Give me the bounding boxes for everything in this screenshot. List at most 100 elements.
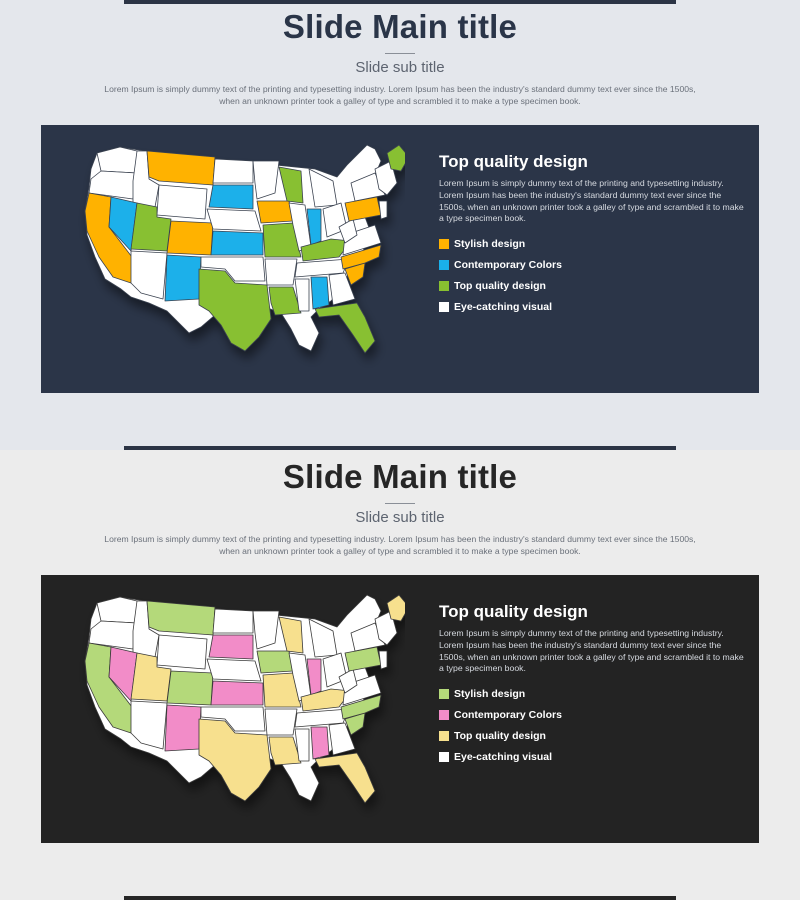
state-in bbox=[306, 208, 322, 246]
intro-text: Lorem Ipsum is simply dummy text of the … bbox=[60, 84, 740, 107]
legend-swatch bbox=[439, 238, 449, 249]
state-ks bbox=[210, 680, 264, 706]
legend-label: Contemporary Colors bbox=[454, 258, 562, 271]
state-ar bbox=[264, 708, 298, 736]
slide-main-title: Slide Main title bbox=[282, 8, 518, 45]
state-ia bbox=[256, 650, 294, 674]
state-ok bbox=[200, 706, 266, 732]
state-ut bbox=[130, 652, 172, 702]
state-nc bbox=[340, 244, 382, 270]
legend-item-eye-catching-visual: Eye-catching visual bbox=[439, 296, 562, 317]
state-wv bbox=[338, 668, 358, 694]
state-wy bbox=[156, 634, 208, 670]
legend-item-eye-catching-visual: Eye-catching visual bbox=[439, 746, 562, 767]
state-nd bbox=[212, 158, 254, 184]
legend-label: Eye-catching visual bbox=[454, 750, 553, 763]
legend-label: Top quality design bbox=[454, 279, 546, 292]
legend-swatch bbox=[439, 259, 449, 270]
state-ga bbox=[328, 722, 356, 756]
slide-main-title: Slide Main title bbox=[282, 458, 518, 495]
legend-item-top-quality-design: Top quality design bbox=[439, 725, 562, 746]
state-wv bbox=[338, 218, 358, 244]
state-ut bbox=[130, 202, 172, 252]
state-me bbox=[386, 594, 405, 622]
state-ga bbox=[328, 272, 356, 306]
state-ny bbox=[350, 172, 386, 202]
intro-line-2: when an unknown printer took a galley of… bbox=[219, 545, 581, 556]
panel-description: Lorem Ipsum is simply dummy text of the … bbox=[439, 628, 744, 674]
state-nd bbox=[212, 608, 254, 634]
state-or bbox=[88, 620, 138, 650]
slide-2: Slide Main title Slide sub title Lorem I… bbox=[0, 450, 800, 900]
legend-label: Stylish design bbox=[454, 687, 526, 700]
legend-swatch bbox=[439, 709, 449, 720]
state-mo bbox=[262, 222, 302, 258]
state-nm bbox=[164, 704, 202, 752]
state-ms bbox=[294, 278, 310, 312]
state-al bbox=[310, 726, 330, 760]
state-ok bbox=[200, 256, 266, 282]
legend-item-contemporary-colors: Contemporary Colors bbox=[439, 704, 562, 725]
legend-item-stylish-design: Stylish design bbox=[439, 683, 562, 704]
legend-swatch bbox=[439, 688, 449, 699]
state-me bbox=[386, 144, 405, 172]
legend-item-contemporary-colors: Contemporary Colors bbox=[439, 254, 562, 275]
state-mn bbox=[252, 160, 280, 200]
state-la bbox=[268, 736, 302, 766]
legend: Stylish design Contemporary Colors Top q… bbox=[439, 233, 562, 317]
top-bar bbox=[124, 0, 676, 4]
state-ne bbox=[206, 208, 262, 232]
legend-label: Stylish design bbox=[454, 237, 526, 250]
legend-label: Eye-catching visual bbox=[454, 300, 553, 313]
intro-text: Lorem Ipsum is simply dummy text of the … bbox=[60, 534, 740, 557]
state-mt bbox=[146, 150, 216, 186]
slide-sub-title: Slide sub title bbox=[355, 59, 445, 76]
state-tx bbox=[198, 718, 272, 802]
state-al bbox=[310, 276, 330, 310]
legend-swatch bbox=[439, 730, 449, 741]
content-panel: Top quality design Lorem Ipsum is simply… bbox=[41, 575, 759, 843]
state-wa bbox=[96, 596, 138, 624]
state-tx bbox=[198, 268, 272, 352]
intro-line-2: when an unknown printer took a galley of… bbox=[219, 95, 581, 106]
state-or bbox=[88, 170, 138, 200]
state-nj bbox=[378, 650, 388, 670]
legend-item-top-quality-design: Top quality design bbox=[439, 275, 562, 296]
panel-description: Lorem Ipsum is simply dummy text of the … bbox=[439, 178, 744, 224]
state-wi bbox=[278, 166, 304, 204]
slide-sub-title: Slide sub title bbox=[355, 509, 445, 526]
state-la bbox=[268, 286, 302, 316]
state-mo bbox=[262, 672, 302, 708]
legend-swatch bbox=[439, 301, 449, 312]
state-nc bbox=[340, 694, 382, 720]
us-map bbox=[84, 594, 405, 804]
state-mn bbox=[252, 610, 280, 650]
state-wi bbox=[278, 616, 304, 654]
legend-item-stylish-design: Stylish design bbox=[439, 233, 562, 254]
state-wa bbox=[96, 146, 138, 174]
state-fl bbox=[314, 302, 376, 354]
state-fl bbox=[314, 752, 376, 804]
state-wy bbox=[156, 184, 208, 220]
state-mt bbox=[146, 600, 216, 636]
legend-swatch bbox=[439, 751, 449, 762]
state-nj bbox=[378, 200, 388, 220]
legend-label: Contemporary Colors bbox=[454, 708, 562, 721]
state-co bbox=[166, 220, 214, 256]
panel-heading: Top quality design bbox=[439, 152, 588, 171]
bottom-bar bbox=[124, 896, 676, 900]
legend: Stylish design Contemporary Colors Top q… bbox=[439, 683, 562, 767]
state-ar bbox=[264, 258, 298, 286]
content-panel: Top quality design Lorem Ipsum is simply… bbox=[41, 125, 759, 393]
us-map bbox=[84, 144, 405, 354]
bottom-bar bbox=[124, 446, 676, 450]
state-co bbox=[166, 670, 214, 706]
title-divider bbox=[385, 53, 415, 54]
state-ny bbox=[350, 622, 386, 652]
state-sd bbox=[208, 634, 254, 660]
legend-swatch bbox=[439, 280, 449, 291]
title-divider bbox=[385, 503, 415, 504]
state-az bbox=[130, 700, 168, 750]
state-nm bbox=[164, 254, 202, 302]
state-ks bbox=[210, 230, 264, 256]
